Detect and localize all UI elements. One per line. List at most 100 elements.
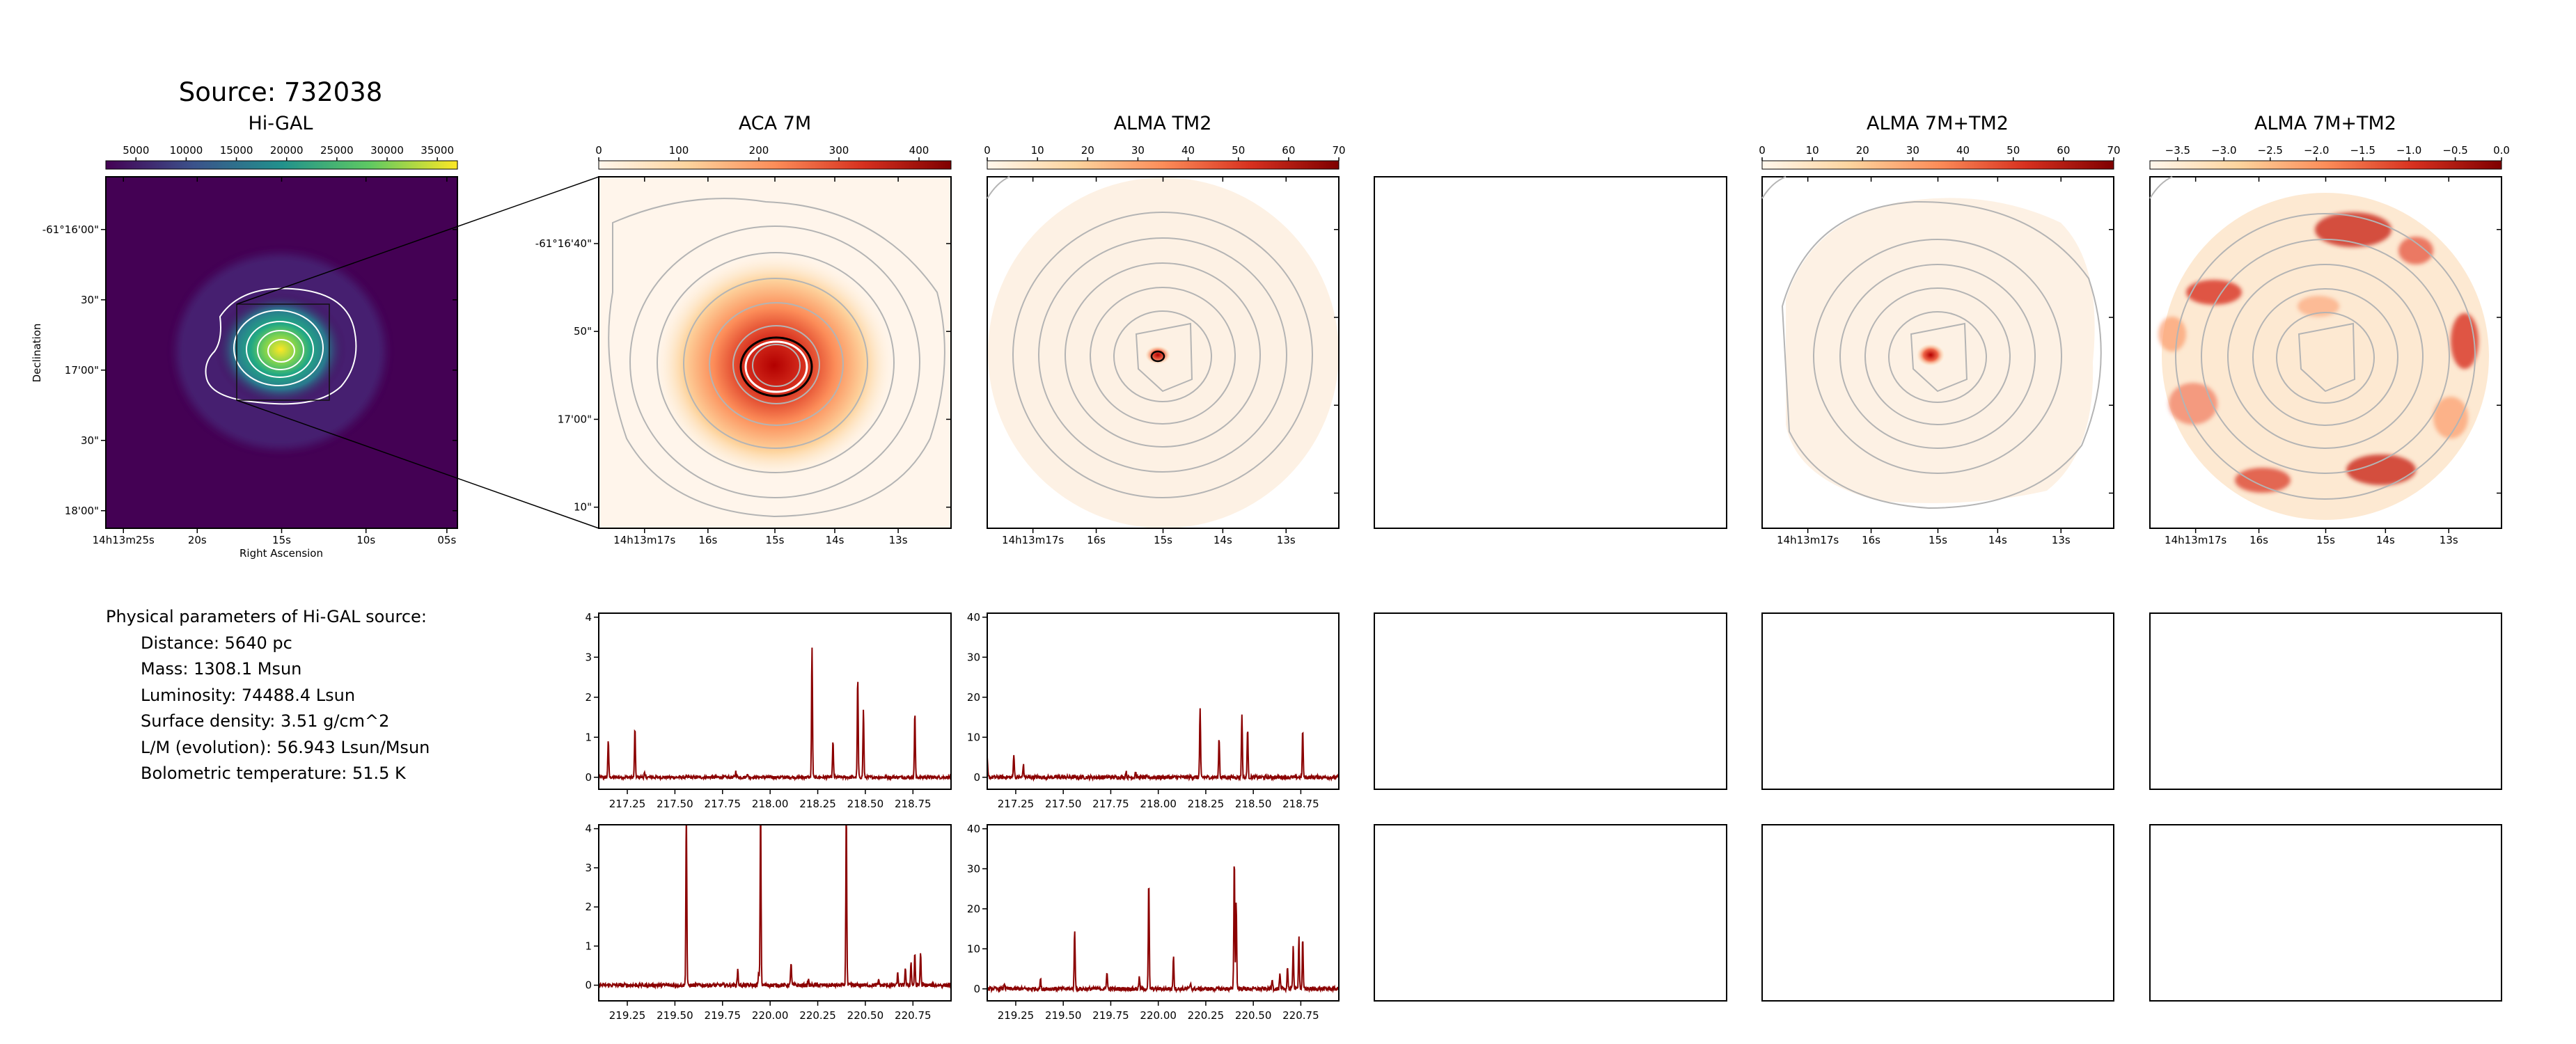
- combo-log-contours: [2175, 213, 2476, 500]
- higal-contour-2: [233, 310, 324, 386]
- empty-spectrum-r1-c3: [1374, 612, 1727, 790]
- param-luminosity: Luminosity: 74488.4 Lsun: [141, 685, 356, 705]
- y-tick-label: 30: [967, 862, 980, 875]
- x-tick-label: 217.50: [1045, 798, 1082, 810]
- higal-zoom-box: [236, 303, 330, 401]
- x-tick-label: 15s: [1154, 534, 1172, 546]
- x-tick-label: 13s: [2440, 534, 2458, 546]
- higal-contour-5: [267, 339, 295, 363]
- higal-colorbar: [105, 160, 458, 170]
- combo-log-contour-6: [2298, 322, 2356, 393]
- colorbar-tick-label: 10000: [170, 144, 203, 157]
- colorbar-tick-label: 60: [1282, 144, 1295, 157]
- x-tick-label: 13s: [2052, 534, 2071, 546]
- colorbar-tick-label: 35000: [421, 144, 454, 157]
- aca7m-contour-6: [732, 325, 820, 404]
- x-tick-label: 217.25: [609, 798, 646, 810]
- y-tick-label: 20: [967, 691, 980, 704]
- aca7m-contour-1: [608, 198, 945, 518]
- x-tick-label: 219.75: [1092, 1009, 1129, 1022]
- y-tick-label: 50": [574, 325, 592, 338]
- x-tick-label: 15s: [2316, 534, 2335, 546]
- x-tick-label: 218.50: [1235, 798, 1272, 810]
- y-tick-label: 30": [81, 294, 99, 306]
- y-tick-label: 0: [585, 979, 592, 992]
- x-tick-label: 218.00: [752, 798, 789, 810]
- colorbar-tick-label: 50: [1232, 144, 1245, 157]
- colorbar-tick-label: 70: [1332, 144, 1345, 157]
- y-tick-label: 20: [967, 903, 980, 915]
- x-tick-label: 13s: [889, 534, 908, 546]
- tm2-corner-arc: [987, 176, 1010, 199]
- combo-colorbar: [1761, 160, 2114, 170]
- x-tick-label: 14h13m17s: [1002, 534, 1064, 546]
- colorbar-tick-label: 60: [2057, 144, 2070, 157]
- tm2-contour-6: [1135, 322, 1193, 393]
- physical-parameters: Physical parameters of Hi-GAL source: Di…: [106, 604, 430, 787]
- x-tick-label: 16s: [2249, 534, 2268, 546]
- y-tick-label: 17'00": [558, 413, 592, 425]
- x-tick-label: 14h13m25s: [93, 534, 155, 546]
- colorbar-tick-label: −3.5: [2165, 144, 2190, 157]
- combo-log-contour-1: [2175, 213, 2476, 500]
- higal-contour-3: [246, 321, 314, 378]
- colorbar-tick-label: 300: [829, 144, 849, 157]
- x-tick-label: 219.25: [609, 1009, 646, 1022]
- colorbar-tick-label: 20: [1081, 144, 1094, 157]
- y-tick-label: 18'00": [65, 505, 99, 517]
- higal-panel: Hi-GAL 5000 10000 15000 20000 25000 30000 3500…: [31, 113, 599, 560]
- x-tick-label: 219.75: [705, 1009, 741, 1022]
- combo-contour-1: [1781, 200, 2102, 509]
- figure-suptitle: Source: 732038: [179, 77, 383, 107]
- spec_aca_lsb-panel: 217.25 217.50 217.75 218.00 218.25 218.50 218.…: [585, 611, 952, 810]
- x-tick-label: 217.50: [657, 798, 693, 810]
- x-tick-label: 14s: [2376, 534, 2395, 546]
- tm2-contours: [1012, 212, 1313, 498]
- aca7m-beam-ellipse: [739, 336, 813, 397]
- x-tick-label: 220.25: [799, 1009, 836, 1022]
- combo-panel: ALMA 7M+TM2 0 10 20 30 40 50 60 70 14h13m17s 16s…: [1759, 113, 2120, 546]
- y-tick-label: -61°16'00": [42, 223, 99, 236]
- x-tick-label: 05s: [437, 534, 456, 546]
- x-tick-label: 217.25: [998, 798, 1035, 810]
- aca7m-colorbar: [598, 160, 952, 170]
- y-tick-label: 30: [967, 651, 980, 663]
- combo-contour-6: [1910, 322, 1968, 393]
- y-tick-label: 0: [973, 771, 980, 784]
- x-tick-label: 20s: [188, 534, 207, 546]
- y-tick-label: 4: [585, 823, 592, 835]
- colorbar-tick-label: 5000: [123, 144, 149, 157]
- combo-log-colorbar: [2149, 160, 2502, 170]
- x-tick-label: 14h13m17s: [2165, 534, 2226, 546]
- aca7m-panel: ACA 7M 0 100 200 300 400 14h13m17s 16s 15s 14s 1…: [535, 113, 952, 546]
- combo-title: ALMA 7M+TM2: [1867, 113, 2009, 134]
- x-tick-label: 218.50: [847, 798, 884, 810]
- empty-spectrum-r1-c5: [2149, 612, 2502, 790]
- x-tick-label: 217.75: [1092, 798, 1129, 810]
- aca7m-contour-5: [709, 302, 844, 426]
- combo-contour-5: [1888, 311, 1987, 403]
- x-tick-label: 219.25: [998, 1009, 1035, 1022]
- x-tick-label: 218.25: [1188, 798, 1225, 810]
- tm2-core: [1145, 346, 1170, 364]
- x-tick-label: 15s: [1929, 534, 1947, 546]
- param-lm-evolution: L/M (evolution): 56.943 Lsun/Msun: [141, 737, 430, 757]
- param-bolometric-temperature: Bolometric temperature: 51.5 K: [141, 764, 406, 783]
- y-tick-label: 17'00": [65, 364, 99, 377]
- colorbar-tick-label: 100: [669, 144, 689, 157]
- spec_aca_lsb-frame: [598, 612, 952, 790]
- empty-image-panel: [1374, 176, 1727, 529]
- y-tick-label: 4: [585, 611, 592, 624]
- y-tick-label: 0: [973, 983, 980, 995]
- colorbar-tick-label: 10: [1031, 144, 1044, 157]
- combo-log-title: ALMA 7M+TM2: [2254, 113, 2396, 134]
- y-tick-label: 1: [585, 940, 592, 952]
- y-tick-label: 0: [585, 771, 592, 784]
- spec_tm2_lsb-panel: 217.25 217.50 217.75 218.00 218.25 218.50 218.…: [967, 611, 1340, 810]
- spec_tm2_usb-frame: [987, 824, 1340, 1002]
- x-tick-label: 13s: [1277, 534, 1296, 546]
- spec_aca_usb-frame: [598, 824, 952, 1002]
- x-tick-label: 14h13m17s: [613, 534, 675, 546]
- zoom-connector-top: [236, 176, 599, 305]
- y-tick-label: 30": [81, 434, 99, 447]
